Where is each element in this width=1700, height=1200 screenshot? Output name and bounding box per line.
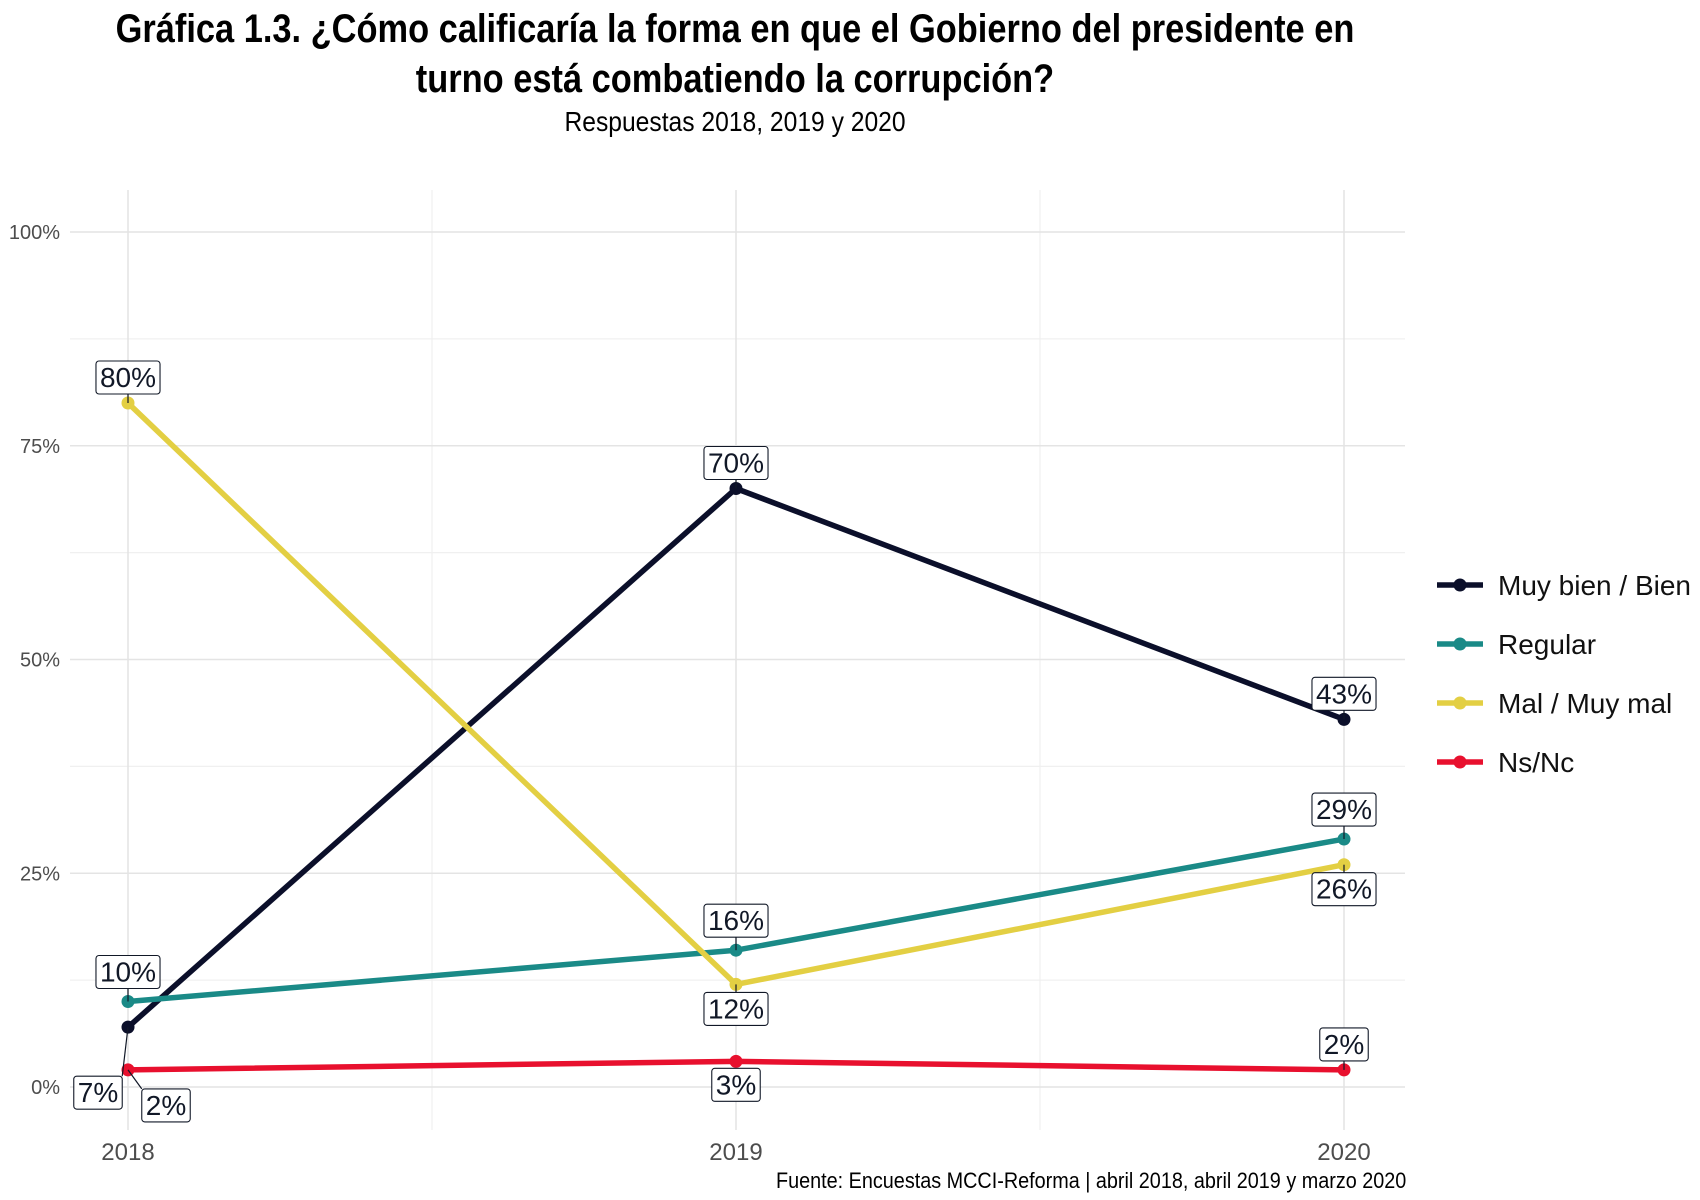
chart-title: Gráfica 1.3. ¿Cómo calificaría la forma … (115, 7, 1355, 101)
legend-label: Regular (1498, 629, 1596, 660)
legend-swatch-point (1453, 637, 1467, 651)
source-note: Fuente: Encuestas MCCI-Reforma | abril 2… (775, 1168, 1406, 1193)
svg-text:29%: 29% (1316, 794, 1372, 825)
svg-text:2%: 2% (1324, 1029, 1364, 1060)
svg-text:26%: 26% (1316, 874, 1372, 905)
x-tick-label: 2018 (101, 1139, 154, 1166)
data-label: 29% (1311, 792, 1377, 827)
svg-text:16%: 16% (708, 905, 764, 936)
legend-label: Mal / Muy mal (1498, 688, 1672, 719)
svg-text:70%: 70% (708, 448, 764, 479)
y-tick-label: 75% (20, 436, 60, 458)
data-label: 12% (703, 991, 769, 1026)
data-label: 2% (141, 1088, 191, 1123)
y-tick-label: 25% (20, 863, 60, 885)
data-label: 70% (703, 445, 769, 481)
legend: Muy bien / Bien Regular Mal / Muy mal Ns/Nc (1437, 570, 1691, 778)
svg-text:3%: 3% (716, 1069, 756, 1100)
legend-item: Mal / Muy mal (1437, 688, 1672, 719)
legend-swatch-point (1453, 696, 1467, 710)
svg-text:7%: 7% (78, 1077, 118, 1108)
chart-subtitle: Respuestas 2018, 2019 y 2020 (564, 106, 906, 137)
data-point (121, 1063, 135, 1077)
y-tick-label: 100% (9, 222, 60, 244)
data-label: 16% (703, 903, 769, 938)
svg-text:10%: 10% (100, 957, 156, 988)
data-label: 26% (1311, 872, 1377, 907)
data-label: 2% (1319, 1027, 1369, 1062)
x-tick-label: 2019 (709, 1139, 762, 1166)
legend-label: Ns/Nc (1498, 747, 1574, 778)
legend-item: Muy bien / Bien (1437, 570, 1691, 601)
data-label: 7% (73, 1075, 123, 1110)
data-label: 3% (711, 1067, 761, 1102)
legend-item: Regular (1437, 629, 1596, 660)
label-leader (127, 1069, 143, 1090)
svg-text:12%: 12% (708, 993, 764, 1024)
data-label: 80% (95, 360, 161, 395)
legend-swatch-point (1453, 578, 1467, 592)
legend-label: Muy bien / Bien (1498, 570, 1691, 601)
y-tick-label: 50% (20, 650, 60, 672)
svg-text:43%: 43% (1316, 678, 1372, 709)
legend-swatch-point (1453, 755, 1467, 769)
data-point (729, 1054, 743, 1068)
data-label: 43% (1311, 676, 1377, 711)
axes: 0% 25% 50% 75% 100% 2018 2019 2020 (9, 222, 1371, 1166)
data-label: 10% (95, 954, 161, 990)
y-tick-label: 0% (31, 1077, 60, 1099)
label-leader (121, 1027, 129, 1077)
svg-text:80%: 80% (100, 362, 156, 393)
x-tick-label: 2020 (1317, 1139, 1370, 1166)
legend-item: Ns/Nc (1437, 747, 1574, 778)
data-labels: 7% 70% 43% 10% 16% 29% 80% 12% 26% 2% 3% 2% (73, 360, 1377, 1123)
svg-text:2%: 2% (146, 1090, 186, 1121)
